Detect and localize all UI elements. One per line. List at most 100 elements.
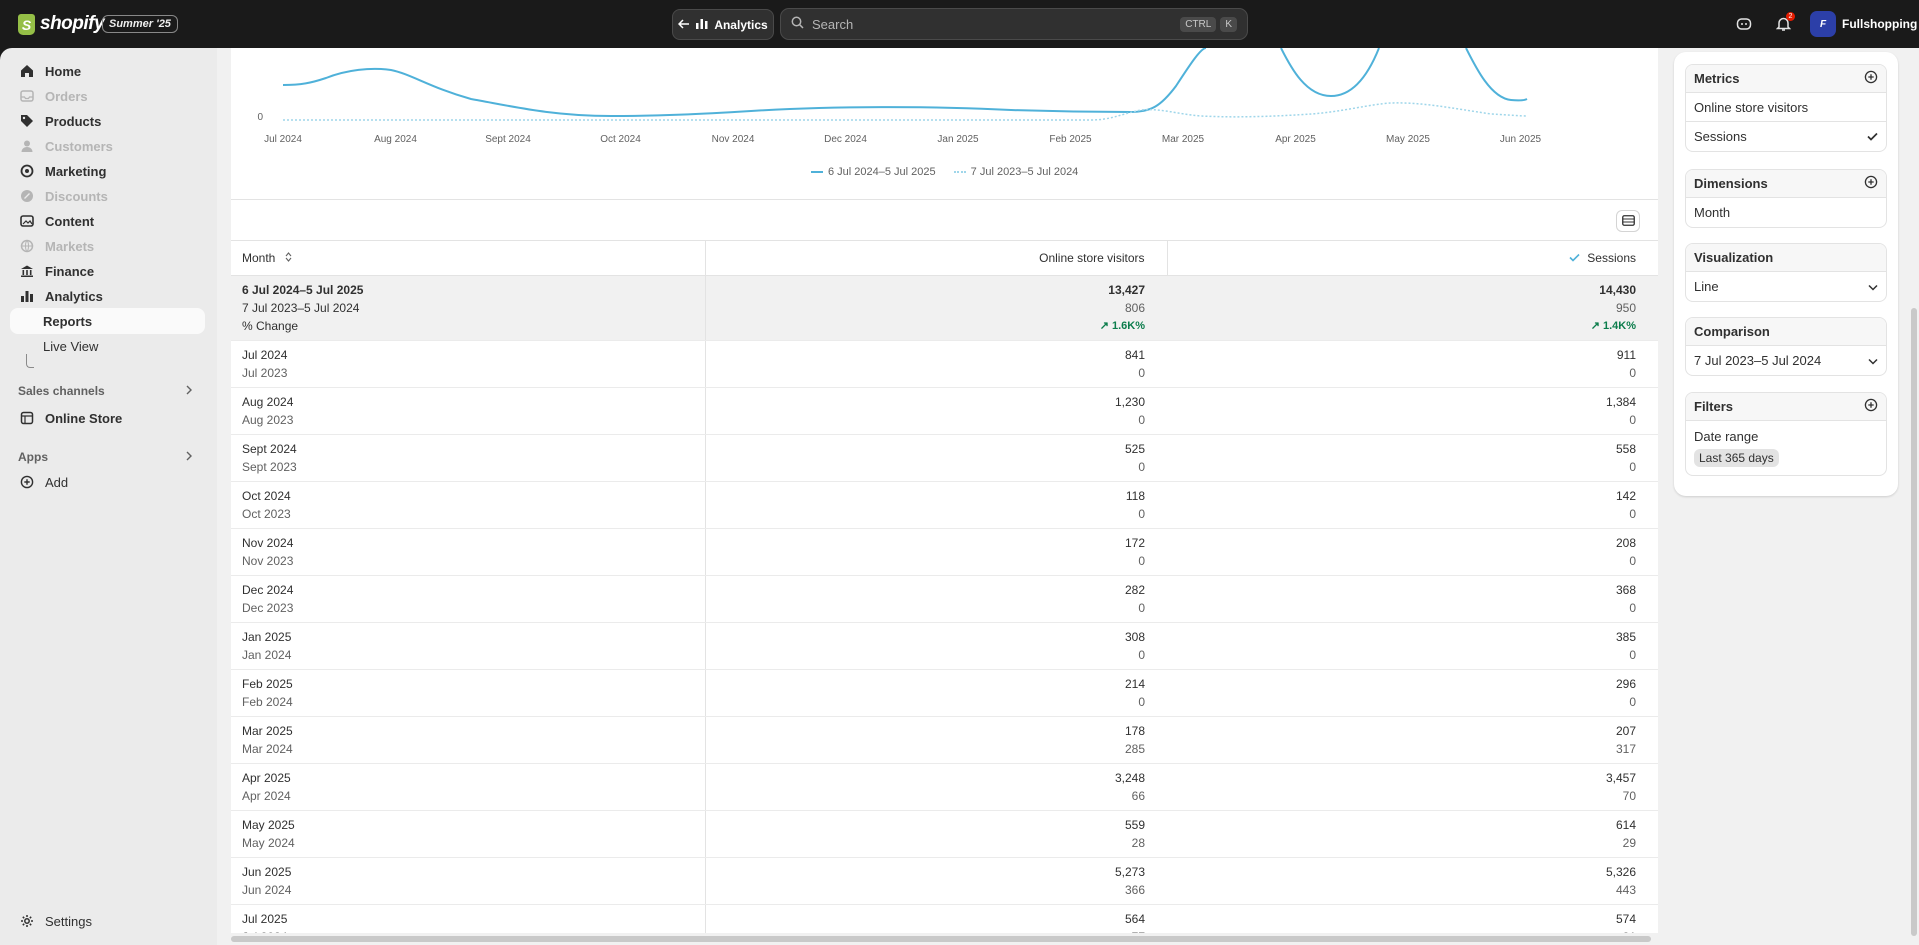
- metrics-header: Metrics: [1686, 65, 1886, 93]
- previous-month-label: Jul 2024: [242, 928, 694, 934]
- table-row: Dec 2024 Dec 2023 282 0 368 0: [231, 575, 1658, 623]
- sessions-value: 5,326: [1605, 864, 1636, 879]
- sidebar-item-home[interactable]: Home: [10, 58, 205, 84]
- previous-month-label: Jul 2023: [242, 365, 288, 380]
- sidebar-item-label: Settings: [45, 913, 92, 929]
- month-cell: Nov 2024 Nov 2023: [231, 528, 706, 576]
- sidebar-item-add-app[interactable]: Add: [10, 469, 205, 495]
- comparison-select[interactable]: 7 Jul 2023–5 Jul 2024: [1686, 346, 1886, 375]
- add-metric-icon[interactable]: [1864, 70, 1878, 87]
- sessions-cell: 3,457 70: [1167, 763, 1658, 811]
- shortcut-ctrl: CTRL: [1180, 16, 1217, 32]
- sidebar-item-discounts[interactable]: Discounts: [10, 183, 205, 209]
- sessions-value: 142: [1615, 488, 1636, 503]
- add-filter-icon[interactable]: [1864, 398, 1878, 415]
- metric-online-store-visitors[interactable]: Online store visitors: [1686, 93, 1886, 122]
- previous-visitors-value: 0: [1138, 506, 1145, 521]
- visitors-value: 1,230: [1114, 394, 1145, 409]
- table-row: May 2025 May 2024 559 28 614 29: [231, 810, 1658, 858]
- sidebar-item-markets[interactable]: Markets: [10, 233, 205, 259]
- arrow-up-right-icon: ↗: [1099, 319, 1109, 332]
- sidebar-item-analytics[interactable]: Analytics: [10, 283, 205, 309]
- home-icon: [19, 63, 35, 79]
- column-header-month[interactable]: Month: [231, 241, 706, 276]
- legend-previous[interactable]: 7 Jul 2023–5 Jul 2024: [953, 166, 1078, 178]
- brand-name: shopify: [40, 13, 105, 34]
- sessions-value: 207: [1615, 723, 1636, 738]
- table-row: Jan 2025 Jan 2024 308 0 385 0: [231, 622, 1658, 670]
- add-dimension-icon[interactable]: [1864, 175, 1878, 192]
- visitors-cell: 1,230 0: [705, 387, 1167, 435]
- visitors-value: 172: [1124, 535, 1145, 550]
- store-avatar: F: [1810, 11, 1836, 37]
- visitors-value: 559: [1124, 817, 1145, 832]
- previous-visitors-value: 28: [1131, 835, 1145, 850]
- sidebar-item-content[interactable]: Content: [10, 208, 205, 234]
- sidebar-item-live-view[interactable]: Live View: [10, 333, 205, 359]
- visualization-group: Visualization Line: [1685, 243, 1887, 302]
- sidebar-item-orders[interactable]: Orders: [10, 83, 205, 109]
- x-tick-label: Jul 2024: [264, 134, 302, 145]
- vertical-scrollbar[interactable]: [1911, 308, 1917, 936]
- arrow-left-icon: [678, 18, 690, 32]
- visitors-cell: 214 0: [705, 669, 1167, 717]
- chevron-down-icon: [1868, 353, 1878, 368]
- previous-month-label: Mar 2024: [242, 741, 293, 756]
- comparison-title: Comparison: [1694, 324, 1770, 339]
- visitors-cell: 308 0: [705, 622, 1167, 670]
- bell-icon[interactable]: 2: [1771, 12, 1795, 36]
- table-view-button[interactable]: [1616, 210, 1640, 232]
- storefront-icon: [19, 410, 35, 426]
- month-cell: Mar 2025 Mar 2024: [231, 716, 706, 764]
- edition-badge[interactable]: Summer '25: [102, 15, 178, 33]
- sessions-value: 385: [1615, 629, 1636, 644]
- table-total-row: 6 Jul 2024–5 Jul 2025 7 Jul 2023–5 Jul 2…: [231, 275, 1658, 341]
- store-menu-button[interactable]: F Fullshopping: [1810, 11, 1917, 37]
- apps-section[interactable]: Apps: [18, 450, 193, 464]
- shopify-logo[interactable]: S shopify: [18, 13, 105, 35]
- sidebar-item-settings[interactable]: Settings: [10, 908, 205, 934]
- filter-value-chip[interactable]: Last 365 days: [1694, 449, 1779, 467]
- sessions-cell: 208 0: [1167, 528, 1658, 576]
- month-cell: May 2025 May 2024: [231, 810, 706, 858]
- plus-circle-icon: [19, 474, 35, 490]
- dimensions-title: Dimensions: [1694, 176, 1768, 191]
- visitors-value: 178: [1124, 723, 1145, 738]
- sessions-cell: 614 29: [1167, 810, 1658, 858]
- sidebar-item-label: Home: [45, 63, 82, 79]
- sidebar-item-marketing[interactable]: Marketing: [10, 158, 205, 184]
- column-header-visitors[interactable]: Online store visitors: [705, 241, 1168, 276]
- previous-visitors-value: 0: [1138, 600, 1145, 615]
- sidebar-item-customers[interactable]: Customers: [10, 133, 205, 159]
- total-sessions-current: 14,430: [1599, 282, 1636, 297]
- column-header-sessions[interactable]: Sessions: [1167, 241, 1658, 276]
- metric-sessions[interactable]: Sessions: [1686, 122, 1886, 151]
- legend-current[interactable]: 6 Jul 2024–5 Jul 2025: [811, 166, 936, 178]
- dimension-month[interactable]: Month: [1686, 198, 1886, 227]
- visualization-select[interactable]: Line: [1686, 272, 1886, 301]
- sales-channels-section[interactable]: Sales channels: [18, 384, 193, 398]
- x-tick-label: Jan 2025: [937, 134, 979, 145]
- shortcut-k: K: [1220, 16, 1237, 32]
- sidekick-icon[interactable]: [1732, 12, 1756, 36]
- previous-month-label: Apr 2024: [242, 788, 291, 803]
- visitors-value: 282: [1124, 582, 1145, 597]
- change-value: 1.4K%: [1602, 319, 1636, 332]
- month-label: Jun 2025: [242, 864, 292, 879]
- horizontal-scrollbar[interactable]: [231, 936, 1651, 942]
- sidebar-item-products[interactable]: Products: [10, 108, 205, 134]
- sessions-cell: 1,384 0: [1167, 387, 1658, 435]
- back-to-analytics-button[interactable]: Analytics: [672, 9, 774, 40]
- previous-sessions-value: 0: [1629, 459, 1636, 474]
- search-bar[interactable]: Search CTRL K: [780, 8, 1248, 40]
- legend-solid-swatch: [811, 171, 823, 173]
- report-table: Month Online store visitors Sessions 6 J: [231, 241, 1658, 933]
- sidebar-item-reports[interactable]: Reports: [10, 308, 205, 334]
- y-tick-label: 0: [257, 112, 263, 123]
- month-label: May 2025: [242, 817, 295, 832]
- sidebar-item-label: Live View: [43, 338, 99, 354]
- date-range-filter[interactable]: Date range Last 365 days: [1686, 421, 1886, 475]
- sidebar-item-online-store[interactable]: Online Store: [10, 405, 205, 431]
- previous-sessions-value: 0: [1629, 600, 1636, 615]
- sidebar-item-finance[interactable]: Finance: [10, 258, 205, 284]
